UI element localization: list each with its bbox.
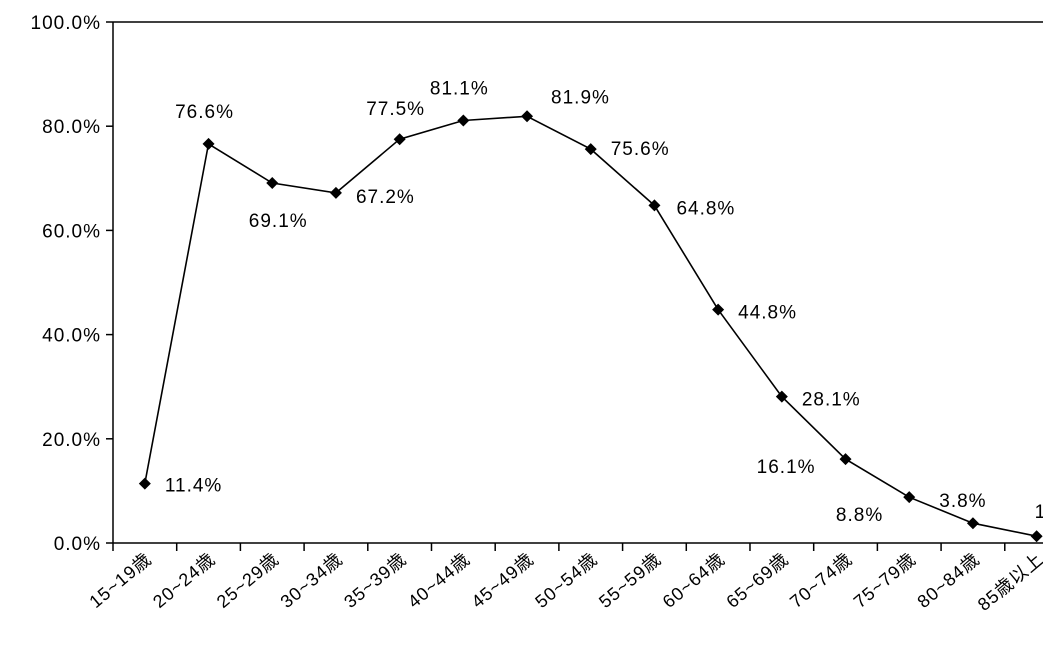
x-tick-label: 70~74歳 bbox=[786, 549, 856, 612]
axes bbox=[112, 21, 1043, 544]
data-point-marker bbox=[712, 303, 725, 316]
data-label: 28.1% bbox=[802, 390, 861, 411]
y-tick-label: 100.0% bbox=[31, 13, 101, 34]
series-line-layer bbox=[144, 115, 1037, 537]
data-labels: 11.4% 76.6% 69.1% 67.2% 77.5%81.1% 81.9% 75.6%… bbox=[165, 78, 1043, 526]
x-tick-label: 45~49歳 bbox=[468, 549, 538, 612]
x-tick-label: 40~44歳 bbox=[404, 549, 474, 612]
x-tick-label: 25~29歳 bbox=[213, 549, 283, 612]
data-label: 75.6% bbox=[611, 139, 670, 160]
x-axis-ticks: 15~19歳20~24歳25~29歳30~34歳35~39歳40~44歳45~4… bbox=[85, 543, 1043, 615]
y-tick-label: 0.0% bbox=[54, 534, 101, 555]
data-point-marker bbox=[393, 133, 406, 146]
data-label: 81.9% bbox=[551, 87, 610, 108]
data-label: 64.8% bbox=[676, 198, 735, 219]
data-label: 11.4% bbox=[165, 476, 222, 497]
y-tick-label: 20.0% bbox=[42, 430, 101, 451]
data-point-marker bbox=[584, 143, 597, 156]
x-tick-label: 55~59歳 bbox=[595, 549, 665, 612]
x-tick-label: 60~64歳 bbox=[659, 549, 729, 612]
data-label: 69.1% bbox=[249, 211, 308, 232]
data-point-marker bbox=[202, 137, 215, 150]
data-point-marker bbox=[521, 110, 534, 123]
data-point-marker bbox=[457, 114, 470, 127]
y-axis-ticks: 0.0% 20.0% 40.0% 60.0% 80.0% 100.0% bbox=[31, 13, 113, 555]
y-tick-label: 80.0% bbox=[42, 117, 101, 138]
data-point-marker bbox=[329, 186, 342, 199]
data-label: 1.3% bbox=[1035, 502, 1043, 523]
y-tick-label: 40.0% bbox=[42, 326, 101, 347]
x-tick-label: 75~79歳 bbox=[850, 549, 920, 612]
x-tick-label: 30~34歳 bbox=[277, 549, 347, 612]
series-line bbox=[144, 115, 1037, 537]
x-tick-label: 50~54歳 bbox=[531, 549, 601, 612]
data-markers bbox=[138, 110, 1043, 543]
data-label: 81.1% bbox=[430, 78, 489, 99]
data-point-marker bbox=[903, 491, 916, 504]
x-tick-label: 65~69歳 bbox=[722, 549, 792, 612]
data-point-marker bbox=[1030, 530, 1043, 543]
data-label: 3.8% bbox=[939, 491, 986, 512]
data-point-marker bbox=[266, 176, 279, 189]
y-tick-label: 60.0% bbox=[42, 221, 101, 242]
data-point-marker bbox=[138, 477, 151, 490]
data-label: 67.2% bbox=[356, 187, 415, 208]
data-label: 76.6% bbox=[175, 102, 234, 123]
data-label: 77.5% bbox=[366, 99, 425, 120]
data-point-marker bbox=[648, 199, 661, 212]
x-tick-label: 80~84歳 bbox=[914, 549, 984, 612]
data-label: 8.8% bbox=[836, 505, 883, 526]
x-tick-label: 35~39歳 bbox=[340, 549, 410, 612]
data-label: 44.8% bbox=[738, 303, 797, 324]
x-tick-label: 20~24歳 bbox=[149, 549, 219, 612]
data-point-marker bbox=[839, 453, 852, 466]
data-point-marker bbox=[775, 390, 788, 403]
data-point-marker bbox=[966, 517, 979, 530]
x-tick-label: 85歳以上 bbox=[974, 549, 1043, 615]
data-label: 16.1% bbox=[757, 457, 816, 478]
x-tick-label: 15~19歳 bbox=[85, 549, 155, 612]
